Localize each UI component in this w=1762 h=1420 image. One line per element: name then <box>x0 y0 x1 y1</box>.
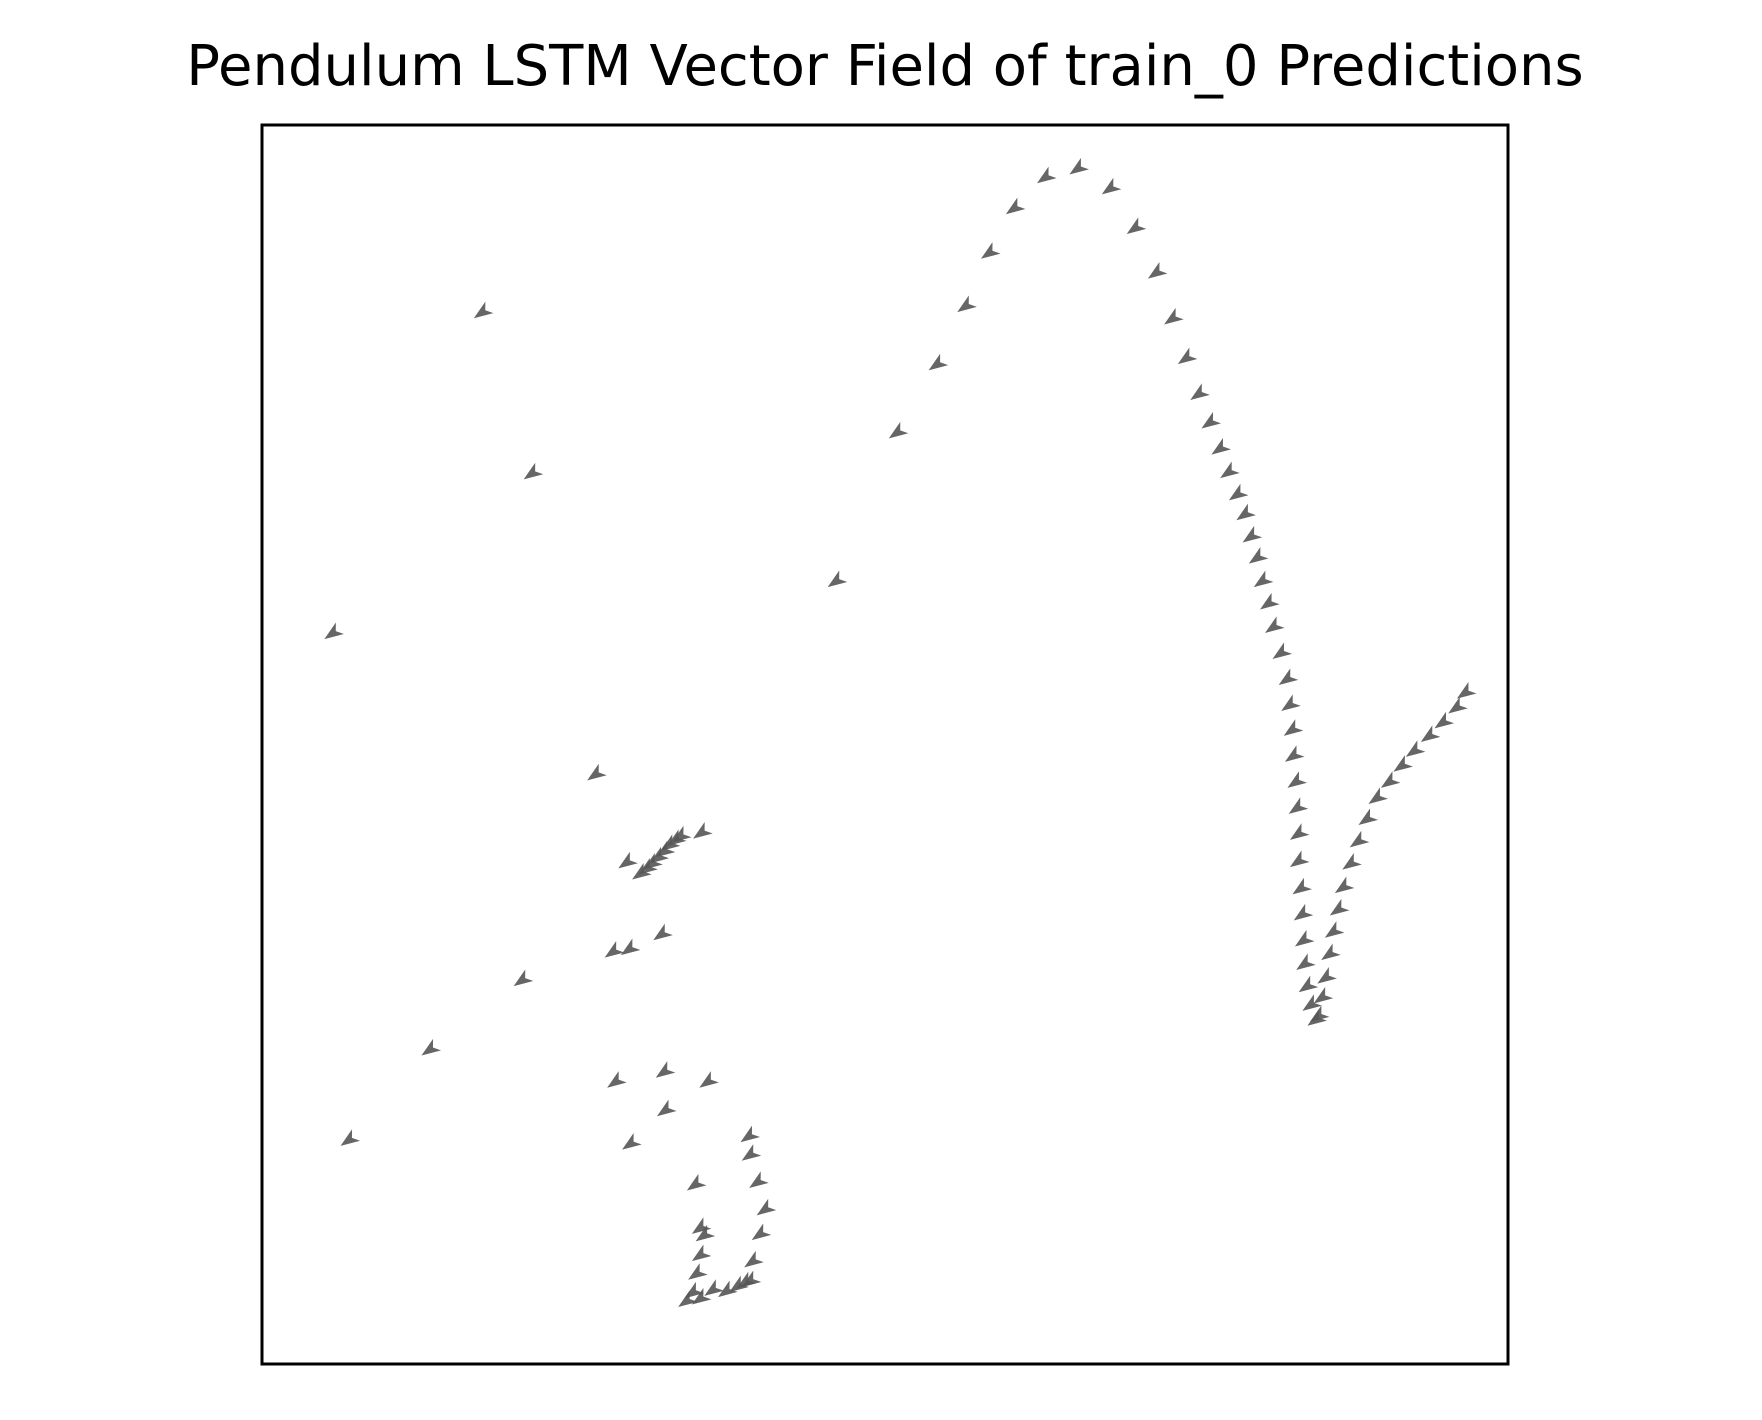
arrow <box>749 1171 769 1189</box>
arrow <box>1321 943 1341 961</box>
arrow <box>718 1280 738 1298</box>
arrow <box>1289 850 1310 868</box>
arrow <box>1281 694 1301 712</box>
arrow <box>1294 929 1315 947</box>
arrow <box>1302 994 1322 1011</box>
arrow <box>1164 307 1184 325</box>
chart-title: Pendulum LSTM Vector Field of train_0 Pr… <box>186 34 1583 99</box>
arrow <box>587 763 607 781</box>
arrow <box>1456 682 1477 699</box>
arrow <box>691 1287 712 1305</box>
arrow <box>1342 853 1362 870</box>
arrow <box>1236 503 1256 521</box>
arrow <box>421 1038 442 1056</box>
arrow <box>1334 876 1355 894</box>
arrow <box>1005 197 1026 215</box>
arrow <box>957 295 977 313</box>
arrow <box>1380 771 1401 788</box>
arrow <box>1242 525 1263 543</box>
arrow <box>740 1125 761 1143</box>
arrow <box>473 301 494 319</box>
arrow <box>1393 755 1413 772</box>
arrow <box>1287 771 1308 788</box>
arrow <box>656 1099 677 1117</box>
arrow <box>1289 823 1310 840</box>
arrow <box>693 822 713 839</box>
arrow <box>620 938 641 956</box>
arrow <box>671 825 692 843</box>
arrow <box>1201 411 1222 429</box>
arrow <box>741 1144 762 1161</box>
arrow <box>1317 966 1337 984</box>
arrow <box>1288 797 1309 814</box>
arrow <box>1253 570 1274 588</box>
arrow <box>686 1173 707 1191</box>
arrow <box>1329 898 1350 916</box>
arrow <box>1283 719 1304 736</box>
arrow <box>695 1224 716 1242</box>
arrow <box>1420 725 1441 743</box>
arrow <box>688 1263 708 1280</box>
arrow <box>1278 668 1299 686</box>
arrow <box>704 1279 724 1296</box>
arrow <box>756 1198 777 1216</box>
arrow <box>1069 157 1089 175</box>
arrow <box>1147 262 1168 279</box>
arrow <box>980 242 1001 259</box>
arrow <box>1248 546 1269 564</box>
arrow <box>1177 347 1198 365</box>
arrow <box>1126 217 1147 235</box>
arrow <box>607 1071 627 1088</box>
plot-frame <box>260 123 1510 1366</box>
arrow <box>827 570 848 588</box>
arrows <box>324 157 1477 1308</box>
arrow <box>729 1275 749 1293</box>
arrow <box>1324 921 1345 938</box>
arrow <box>604 940 625 958</box>
arrow <box>928 353 949 371</box>
arrow <box>1309 1005 1330 1023</box>
arrow <box>1284 745 1305 762</box>
arrow <box>1272 642 1293 660</box>
arrow <box>324 622 344 640</box>
arrow <box>618 851 638 869</box>
arrow <box>1296 953 1316 970</box>
arrow <box>1228 483 1249 501</box>
arrow <box>1358 808 1379 826</box>
arrow <box>741 1270 762 1288</box>
arrow <box>1260 592 1280 610</box>
arrow <box>1434 711 1455 729</box>
arrow <box>691 1244 712 1262</box>
arrow <box>513 969 534 987</box>
arrow <box>655 1061 676 1078</box>
arrow <box>744 1250 764 1268</box>
arrow <box>1101 177 1122 195</box>
arrow <box>699 1071 719 1088</box>
arrow <box>1405 740 1426 757</box>
arrow <box>1298 975 1319 993</box>
arrow <box>751 1223 772 1241</box>
arrow <box>678 1290 698 1308</box>
arrow <box>1190 383 1210 401</box>
arrow <box>1265 616 1285 633</box>
arrow <box>1211 437 1232 455</box>
arrow <box>1292 877 1313 895</box>
arrow <box>888 421 909 439</box>
arrow <box>523 462 544 480</box>
arrow <box>340 1129 361 1146</box>
arrow <box>653 923 673 941</box>
arrow <box>1448 696 1468 714</box>
arrow <box>1293 903 1314 921</box>
arrow <box>1313 986 1334 1004</box>
arrow <box>1220 461 1240 479</box>
arrow <box>622 1133 642 1150</box>
arrow <box>1037 166 1057 184</box>
arrow <box>1349 830 1370 848</box>
arrow <box>1368 787 1389 804</box>
